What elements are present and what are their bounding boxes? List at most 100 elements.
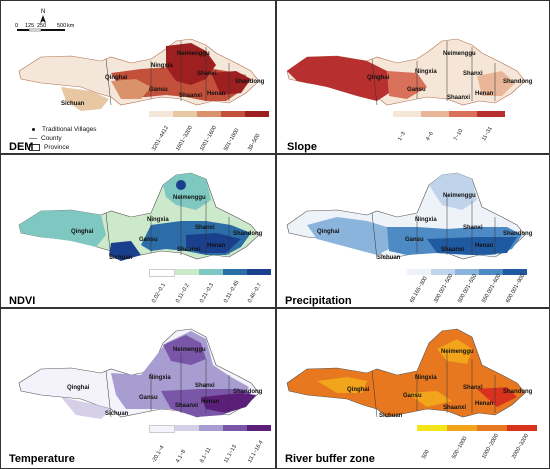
label-shandong: Shandong bbox=[233, 231, 263, 237]
label-shaanxi: Shaanxi bbox=[175, 403, 198, 409]
scale-unit: km bbox=[67, 23, 75, 29]
label-ningxia: Ningxia bbox=[415, 69, 437, 75]
legend-ndvi-labels: 0.02~0.1 0.11~0.2 0.21~0.3 0.31~0.45 0.4… bbox=[151, 280, 271, 307]
label-qinghai: Qinghai bbox=[105, 75, 128, 81]
legend-swatch bbox=[175, 269, 199, 275]
legend-swatch bbox=[199, 425, 223, 431]
panel-title-precipitation: Precipitation bbox=[285, 295, 352, 307]
label-shandong: Shandong bbox=[503, 79, 533, 85]
label-ningxia: Ningxia bbox=[151, 63, 173, 69]
legend-swatch bbox=[479, 269, 503, 275]
label-neimenggu: Neimenggu bbox=[177, 51, 210, 57]
label-shanxi: Shanxi bbox=[463, 71, 483, 77]
panel-title-dem: DEM bbox=[9, 141, 34, 153]
panel-title-temperature: Temperature bbox=[9, 453, 75, 465]
map-ndvi: Qinghai Neimenggu Ningxia Gansu Shanxi S… bbox=[18, 172, 263, 261]
label-neimenggu: Neimenggu bbox=[173, 347, 206, 353]
map-temperature: Qinghai Neimenggu Ningxia Gansu Shanxi S… bbox=[18, 328, 263, 419]
scale-bar bbox=[17, 28, 65, 32]
scale-500: 500 bbox=[57, 23, 66, 29]
legend-swatch bbox=[455, 269, 479, 275]
label-neimenggu: Neimenggu bbox=[173, 195, 206, 201]
scale-125: 125 bbox=[25, 23, 34, 29]
label-gansu: Gansu bbox=[405, 237, 424, 243]
label-henan: Henan bbox=[207, 243, 226, 249]
village-legend: Traditional Villages County Province bbox=[29, 125, 97, 152]
legend-swatch bbox=[477, 111, 505, 117]
legend-swatch bbox=[507, 425, 537, 431]
legend-river-buffer-labels: 500 500~1000 1000~2000 2000~3200 bbox=[421, 433, 541, 463]
legend-swatch bbox=[247, 425, 271, 431]
label-sichuan: Sichuan bbox=[109, 255, 133, 261]
label-henan: Henan bbox=[207, 91, 226, 97]
province-rect-icon bbox=[29, 144, 40, 151]
legend-swatch bbox=[245, 111, 269, 117]
legend-slope-labels: 1~3 4~6 7~10 11~31 bbox=[397, 126, 509, 145]
label-henan: Henan bbox=[475, 91, 494, 97]
map-shape bbox=[18, 38, 260, 111]
legend-swatch bbox=[197, 111, 221, 117]
panel-title-river-buffer: River buffer zone bbox=[285, 453, 375, 465]
map-slope: Qinghai Neimenggu Ningxia Gansu Shanxi S… bbox=[286, 38, 533, 106]
label-gansu: Gansu bbox=[149, 87, 168, 93]
legend-precipitation-labels: 68.165~300 300.001~500 500.001~550 550.0… bbox=[409, 273, 529, 307]
label-shandong: Shandong bbox=[503, 231, 533, 237]
panel-river-buffer: Qinghai Neimenggu Ningxia Gansu Shanxi S… bbox=[276, 308, 550, 469]
panel-title-ndvi: NDVI bbox=[9, 295, 36, 307]
label-qinghai: Qinghai bbox=[71, 229, 94, 235]
legend-swatch bbox=[447, 425, 477, 431]
county-line-icon bbox=[29, 138, 37, 139]
label-shanxi: Shanxi bbox=[463, 385, 483, 391]
label-gansu: Gansu bbox=[139, 237, 158, 243]
scale-250: 250 bbox=[37, 23, 46, 29]
map-precipitation: Qinghai Neimenggu Ningxia Gansu Shanxi S… bbox=[286, 172, 533, 261]
legend-swatch bbox=[477, 425, 507, 431]
label-shanxi: Shanxi bbox=[195, 225, 215, 231]
legend-swatch bbox=[421, 111, 449, 117]
scale-0: 0 bbox=[15, 23, 18, 29]
legend-swatch bbox=[417, 425, 447, 431]
label-neimenggu: Neimenggu bbox=[443, 51, 476, 57]
label-sichuan: Sichuan bbox=[61, 101, 85, 107]
legend-swatch bbox=[431, 269, 455, 275]
legend-ndvi bbox=[149, 269, 271, 277]
svg-text:N: N bbox=[41, 9, 45, 15]
legend-swatch bbox=[449, 111, 477, 117]
label-qinghai: Qinghai bbox=[67, 385, 90, 391]
legend-province: Province bbox=[44, 144, 70, 151]
map-dem: Qinghai Neimenggu Ningxia Gansu Shanxi S… bbox=[15, 9, 265, 111]
label-shandong: Shandong bbox=[503, 389, 533, 395]
legend-swatch bbox=[149, 425, 175, 433]
legend-villages: Traditional Villages bbox=[42, 126, 97, 133]
panel-ndvi: Qinghai Neimenggu Ningxia Gansu Shanxi S… bbox=[0, 154, 276, 308]
legend-swatch bbox=[393, 111, 421, 117]
label-sichuan: Sichuan bbox=[105, 411, 129, 417]
label-shaanxi: Shaanxi bbox=[447, 95, 470, 101]
label-shandong: Shandong bbox=[235, 79, 265, 85]
north-arrow: N bbox=[40, 9, 46, 23]
label-ningxia: Ningxia bbox=[415, 375, 437, 381]
legend-county: County bbox=[41, 135, 62, 142]
panel-dem: Qinghai Neimenggu Ningxia Gansu Shanxi S… bbox=[0, 0, 276, 154]
label-gansu: Gansu bbox=[139, 395, 158, 401]
label-qinghai: Qinghai bbox=[317, 229, 340, 235]
village-dot-icon bbox=[32, 128, 35, 131]
label-shanxi: Shanxi bbox=[197, 71, 217, 77]
legend-swatch bbox=[503, 269, 527, 275]
label-sichuan: Sichuan bbox=[379, 413, 403, 419]
legend-swatch bbox=[173, 111, 197, 117]
legend-temperature bbox=[149, 425, 271, 433]
legend-dem bbox=[149, 111, 269, 117]
legend-slope bbox=[393, 111, 505, 117]
label-henan: Henan bbox=[475, 243, 494, 249]
legend-swatch bbox=[149, 269, 175, 277]
label-neimenggu: Neimenggu bbox=[441, 349, 474, 355]
legend-swatch bbox=[223, 425, 247, 431]
label-shandong: Shandong bbox=[233, 389, 263, 395]
label-gansu: Gansu bbox=[407, 87, 426, 93]
legend-swatch bbox=[199, 269, 223, 275]
legend-swatch bbox=[407, 269, 431, 275]
label-henan: Henan bbox=[201, 399, 220, 405]
legend-swatch bbox=[247, 269, 271, 275]
label-shanxi: Shanxi bbox=[463, 225, 483, 231]
